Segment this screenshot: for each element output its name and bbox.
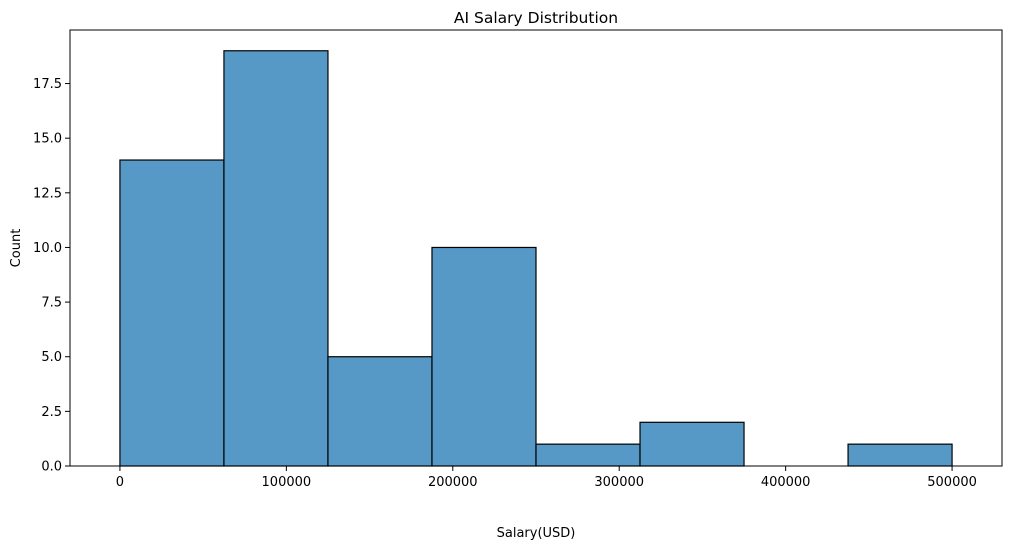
histogram-bar xyxy=(223,50,329,467)
y-tick-label: 2.5 xyxy=(41,405,62,420)
bars-group xyxy=(119,50,953,467)
y-tick-label: 0.0 xyxy=(41,460,62,475)
x-tick-label: 400000 xyxy=(761,475,811,490)
histogram-bar xyxy=(119,159,225,467)
histogram-bar xyxy=(431,246,537,467)
y-tick-label: 5.0 xyxy=(41,350,62,365)
y-axis-ticks: 0.0 2.5 5.0 7.5 10.0 12.5 15.0 17.5 xyxy=(33,77,70,475)
y-tick-label: 7.5 xyxy=(41,296,62,311)
histogram-bar xyxy=(535,443,641,467)
x-tick-label: 0 xyxy=(116,475,124,490)
y-tick-label: 12.5 xyxy=(33,186,62,201)
x-axis-label: Salary(USD) xyxy=(497,526,576,541)
x-tick-label: 100000 xyxy=(262,475,312,490)
plot-frame xyxy=(69,29,1003,467)
y-tick-label: 15.0 xyxy=(33,132,62,147)
histogram-bar xyxy=(327,356,433,467)
x-tick-label: 300000 xyxy=(594,475,644,490)
histogram-bar xyxy=(847,443,953,467)
y-tick-label: 17.5 xyxy=(33,77,62,92)
x-tick-label: 200000 xyxy=(428,475,478,490)
x-tick-label: 500000 xyxy=(927,475,977,490)
x-axis-ticks: 0 100000 200000 300000 400000 500000 xyxy=(116,466,977,490)
chart-title: AI Salary Distribution xyxy=(454,9,618,27)
histogram-bar xyxy=(639,421,745,467)
y-axis-label: Count xyxy=(9,229,24,268)
y-tick-label: 10.0 xyxy=(33,241,62,256)
